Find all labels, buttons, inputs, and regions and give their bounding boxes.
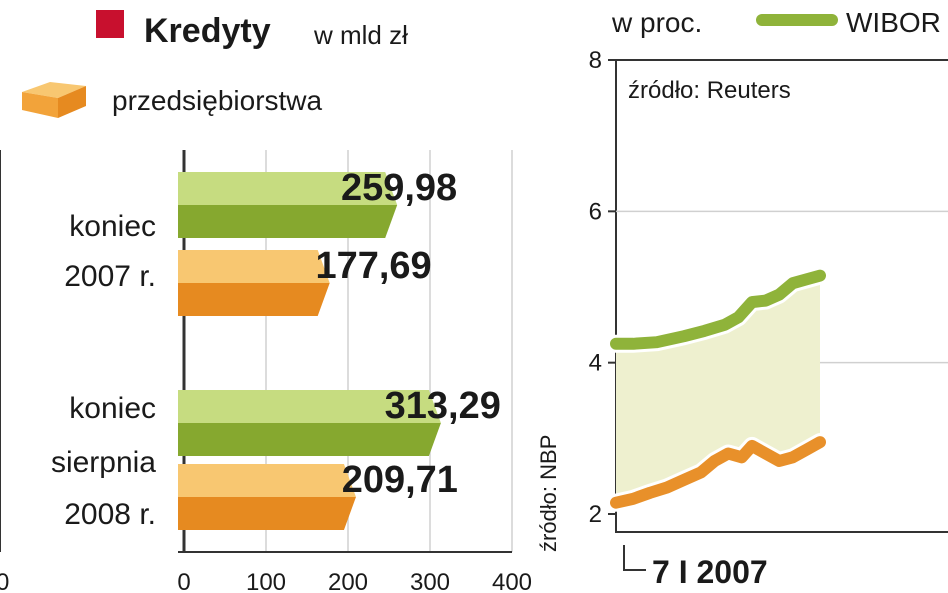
bar-x-tick-label: 200 bbox=[328, 569, 368, 593]
reuters-source: źródło: Reuters bbox=[628, 77, 791, 104]
bar-lower-face bbox=[178, 205, 398, 238]
bar-lower-face bbox=[178, 497, 356, 530]
line-y-tick-label: 6 bbox=[589, 198, 602, 225]
bar-x-ticks: 0 100 200 300 400 bbox=[177, 569, 532, 593]
line-y-tick-label: 4 bbox=[589, 350, 602, 377]
orange-rate-line bbox=[610, 436, 826, 509]
bar-upper-face bbox=[178, 250, 330, 283]
line-y-ticks: 2 4 6 8 bbox=[589, 47, 616, 528]
bar-value-label: 209,71 bbox=[342, 459, 458, 501]
bar-category-label: sierpnia bbox=[51, 446, 156, 479]
bar-x-tick-label: 100 bbox=[246, 569, 286, 593]
bar-x-tick-label: 0 bbox=[177, 569, 190, 593]
bar-upper-face bbox=[178, 172, 398, 205]
legend-item2-label: przedsiębiorstwa bbox=[112, 85, 323, 116]
line-unit: w proc. bbox=[611, 7, 702, 38]
bar-x-tick-label: 300 bbox=[410, 569, 450, 593]
bar-category-label: 2007 r. bbox=[64, 260, 156, 293]
line-series bbox=[607, 266, 829, 512]
legend-title: Kredyty bbox=[144, 12, 271, 50]
bar-category-label: koniec bbox=[69, 392, 156, 425]
bar-upper-face bbox=[178, 464, 356, 497]
bar-category-label: koniec bbox=[69, 210, 156, 243]
nbp-source: źródło: NBP bbox=[536, 435, 561, 552]
bar-value-label: 313,29 bbox=[385, 385, 501, 427]
left-edge-tick: 0 bbox=[0, 569, 9, 593]
bar-categories: koniec 2007 r. koniec sierpnia 2008 r. bbox=[51, 210, 156, 531]
bar-series: 259,98 313,29 177,69 209,71 bbox=[178, 167, 501, 530]
bar-lower-face bbox=[178, 423, 441, 456]
legend-unit: w mld zł bbox=[313, 20, 408, 50]
orange-box-icon bbox=[22, 82, 86, 118]
start-date-label: 7 I 2007 bbox=[652, 554, 768, 590]
start-date-marker bbox=[623, 545, 646, 571]
line-y-tick-label: 8 bbox=[589, 47, 602, 74]
bar-value-label: 259,98 bbox=[341, 167, 457, 209]
line-y-tick-label: 2 bbox=[589, 501, 602, 528]
bar-category-label: 2008 r. bbox=[64, 498, 156, 531]
wibor-legend-label: WIBOR bbox=[846, 7, 941, 38]
bar-upper-face bbox=[178, 390, 441, 423]
bar-x-tick-label: 400 bbox=[492, 569, 532, 593]
bar-value-label: 177,69 bbox=[315, 245, 431, 287]
red-square-icon bbox=[96, 10, 124, 38]
bar-lower-face bbox=[178, 283, 330, 316]
wibor-line bbox=[610, 269, 826, 350]
